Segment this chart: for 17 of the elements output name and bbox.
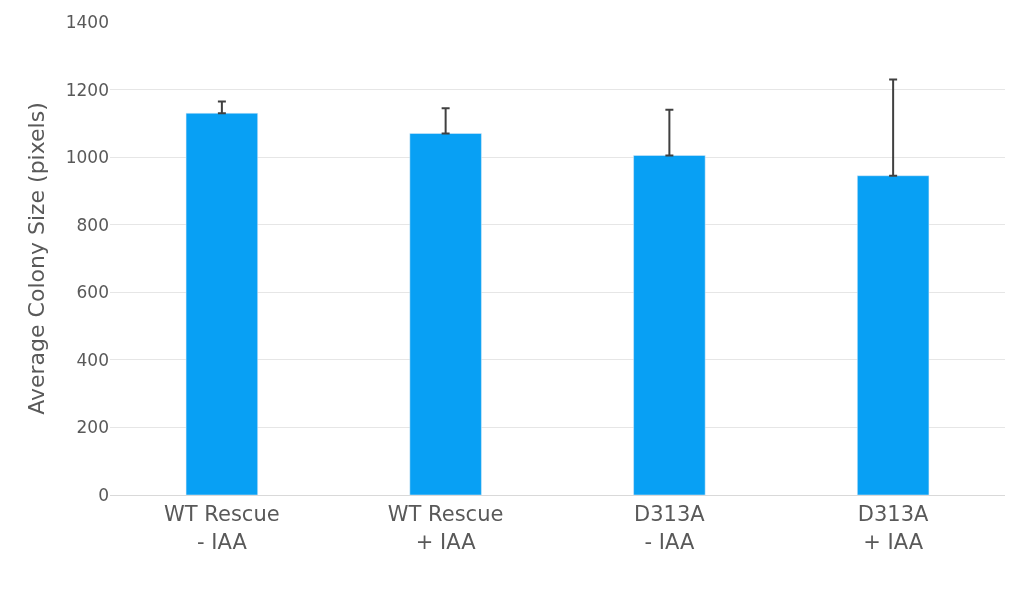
bar: [857, 175, 930, 495]
y-tick-label: 400: [76, 349, 109, 370]
y-tick-label: 200: [76, 417, 109, 438]
bar: [633, 155, 706, 495]
y-tick-label: 1400: [65, 11, 109, 32]
bar: [185, 112, 258, 495]
y-axis-title: Average Colony Size (pixels): [23, 102, 49, 415]
x-tick-label: D313A + IAA: [857, 502, 930, 554]
y-tick-label: 600: [76, 282, 109, 303]
y-tick-label: 0: [98, 484, 109, 505]
x-tick-label: WT Rescue + IAA: [387, 502, 504, 554]
x-tick-label: WT Rescue - IAA: [164, 502, 280, 554]
bar: [409, 133, 482, 495]
y-tick-label: 1200: [65, 79, 109, 100]
y-tick-label: 1000: [65, 147, 109, 168]
x-tick-label: D313A - IAA: [634, 502, 706, 554]
y-tick-label: 800: [76, 214, 109, 235]
